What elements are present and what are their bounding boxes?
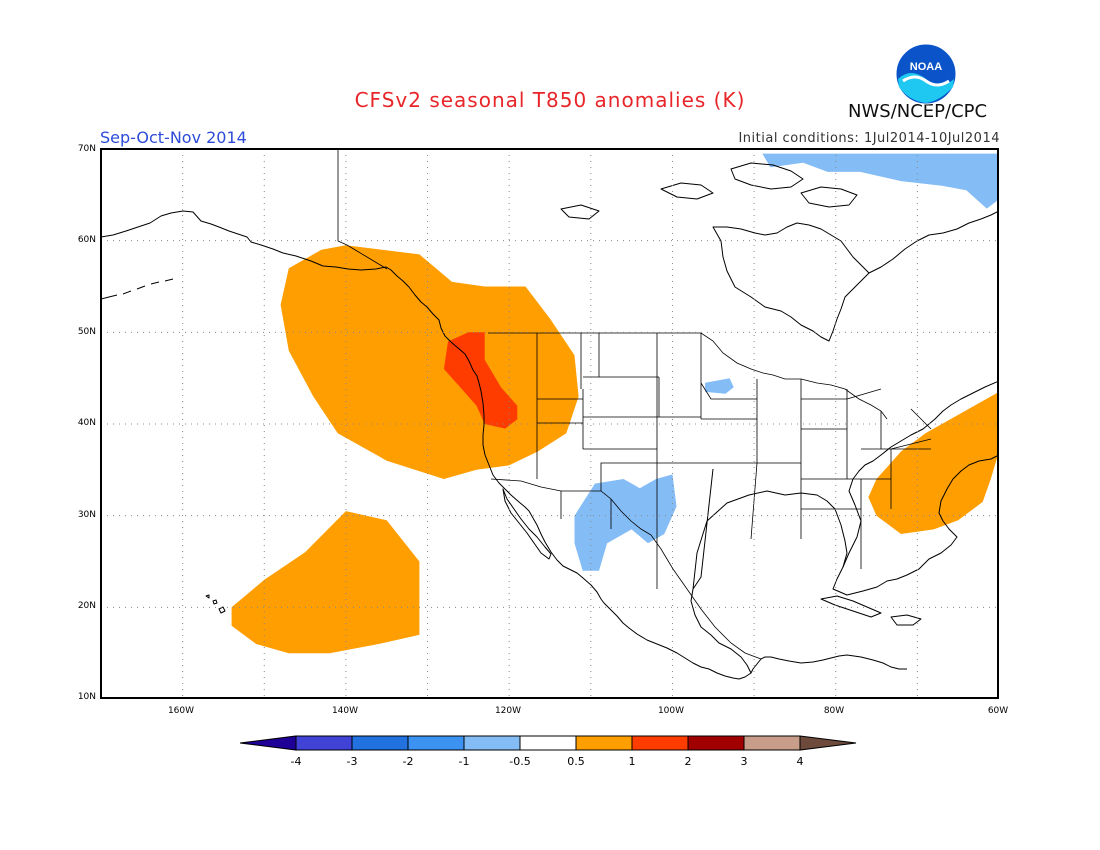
season-label: Sep-Oct-Nov 2014 xyxy=(100,128,247,147)
lat-label: 70N xyxy=(77,144,96,154)
lat-label: 60N xyxy=(77,235,96,245)
color-legend xyxy=(240,735,857,751)
lon-label: 60W xyxy=(987,706,1009,716)
gulf-coast xyxy=(690,454,999,674)
legend-arrow-high xyxy=(799,735,857,751)
alaska-canada-border xyxy=(337,149,388,270)
legend-label: -0.5 xyxy=(509,755,531,768)
lon-label: 80W xyxy=(823,706,845,716)
coastlines xyxy=(101,162,999,680)
legend-swatch xyxy=(575,735,633,751)
noaa-logo: NOAA xyxy=(895,43,957,105)
legend-swatch xyxy=(743,735,801,751)
us-canada-border xyxy=(488,332,888,420)
aleutian-arc xyxy=(101,278,174,300)
lon-label: 100W xyxy=(657,706,685,716)
chart-title: CFSv2 seasonal T850 anomalies (K) xyxy=(354,88,746,112)
lon-label: 140W xyxy=(331,706,359,716)
mexico-central-america xyxy=(650,534,762,660)
legend-swatch xyxy=(295,735,353,751)
anomaly-region-great-lakes-cold-spot xyxy=(705,378,734,394)
anomaly-map xyxy=(101,149,999,699)
legend-label: 3 xyxy=(740,755,748,768)
legend-swatch xyxy=(463,735,521,751)
anomaly-region-subtropical-pacific-warm xyxy=(231,511,420,654)
legend-label: -2 xyxy=(402,755,414,768)
legend-arrow-low xyxy=(240,735,297,751)
arctic-islands xyxy=(560,162,858,220)
lat-label: 40N xyxy=(77,418,96,428)
legend-swatch xyxy=(519,735,577,751)
anomaly-region-northeast-pacific-warm xyxy=(280,245,579,479)
anomaly-region-southwest-us-cold xyxy=(574,474,677,571)
initial-conditions-label: Initial conditions: 1Jul2014-10Jul2014 xyxy=(738,131,1000,146)
lat-label: 30N xyxy=(77,510,96,520)
political-borders xyxy=(337,149,932,660)
legend-label: 2 xyxy=(684,755,692,768)
cuba-outline xyxy=(820,595,882,618)
anomaly-fills xyxy=(231,153,999,654)
baja-california-coast xyxy=(502,488,552,560)
noaa-logo-text: NOAA xyxy=(910,61,942,73)
legend-label: 1 xyxy=(628,755,636,768)
hudson-bay-coast xyxy=(712,222,870,342)
lon-label: 120W xyxy=(494,706,522,716)
state-lines xyxy=(536,333,932,589)
north-america-coast xyxy=(101,210,907,680)
legend-label: -4 xyxy=(290,755,302,768)
legend-label: 4 xyxy=(796,755,804,768)
lat-label: 10N xyxy=(77,692,96,702)
anomaly-region-western-atlantic-warm xyxy=(868,391,999,534)
hispaniola-outline xyxy=(890,614,922,626)
labrador-coast xyxy=(868,210,999,274)
agency-label: NWS/NCEP/CPC xyxy=(848,101,988,122)
legend-label: -3 xyxy=(346,755,358,768)
lon-label: 160W xyxy=(167,706,195,716)
legend-swatch xyxy=(407,735,465,751)
legend-label: -1 xyxy=(458,755,470,768)
anomaly-region-pacific-northwest-warm xyxy=(443,332,518,429)
anomaly-region-arctic-cold xyxy=(762,153,999,209)
hawaii-islands xyxy=(205,594,226,614)
lat-label: 20N xyxy=(77,601,96,611)
atlantic-coast xyxy=(842,380,999,568)
legend-swatch xyxy=(631,735,689,751)
lat-label: 50N xyxy=(77,327,96,337)
legend-label: 0.5 xyxy=(567,755,585,768)
legend-swatch xyxy=(687,735,745,751)
legend-swatch xyxy=(351,735,409,751)
